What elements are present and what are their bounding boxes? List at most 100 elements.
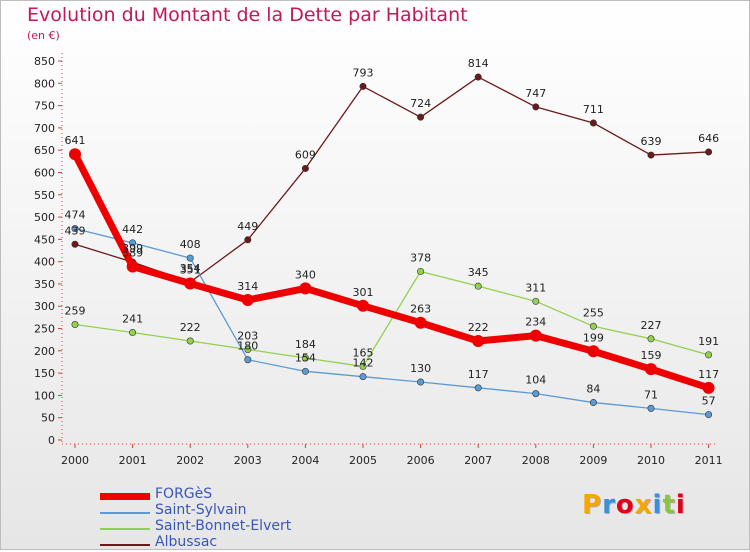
logo-letter: i [675, 490, 686, 520]
legend-swatch [100, 512, 150, 514]
x-tick-label: 2004 [291, 454, 319, 467]
logo-letter: o [615, 490, 635, 520]
data-label: 711 [583, 103, 604, 116]
data-point [71, 321, 79, 329]
data-point [71, 240, 79, 248]
y-tick-label: 350 [34, 278, 55, 291]
data-label: 442 [122, 223, 143, 236]
y-tick-label: 550 [34, 189, 55, 202]
y-tick-label: 750 [34, 100, 55, 113]
data-point [589, 322, 597, 330]
logo-letter: P [582, 490, 603, 520]
data-label: 345 [468, 266, 489, 279]
data-label: 301 [353, 286, 374, 299]
data-label: 165 [353, 346, 374, 359]
y-tick-label: 300 [34, 300, 55, 313]
data-label: 222 [468, 321, 489, 334]
data-point [529, 329, 542, 342]
data-point [359, 373, 367, 381]
data-point [69, 148, 81, 161]
data-point [474, 384, 482, 392]
logo-letter: i [652, 490, 663, 520]
y-tick-label: 150 [34, 367, 55, 380]
data-point [702, 381, 715, 394]
data-point [244, 356, 252, 364]
legend-item: Saint-Sylvain [100, 502, 400, 520]
data-point [472, 335, 485, 348]
legend-label: Saint-Sylvain [155, 502, 247, 518]
y-tick-label: 650 [34, 144, 55, 157]
series-line-0 [71, 152, 710, 392]
data-label: 389 [122, 247, 143, 260]
data-label: 314 [237, 280, 258, 293]
data-label: 241 [122, 313, 143, 326]
legend-item: Albussac [100, 534, 400, 552]
legend-swatch [100, 493, 150, 500]
data-label: 180 [237, 340, 258, 353]
data-point [244, 345, 252, 353]
data-point [359, 82, 367, 90]
data-point [414, 316, 427, 329]
data-point [126, 260, 139, 273]
data-point [647, 335, 655, 343]
data-point [474, 73, 482, 81]
y-tick-label: 0 [48, 434, 55, 447]
y-tick-label: 600 [34, 166, 55, 179]
legend-swatch [100, 528, 150, 530]
data-label: 354 [180, 262, 201, 275]
data-point [647, 404, 655, 412]
data-label: 399 [122, 242, 143, 255]
x-tick-label: 2003 [234, 454, 262, 467]
logo-letter: r [602, 490, 616, 520]
data-label: 227 [641, 319, 662, 332]
data-point [417, 267, 425, 275]
x-tick-label: 2008 [522, 454, 550, 467]
data-point [241, 293, 254, 306]
data-point [301, 367, 309, 375]
legend-item: Saint-Bonnet-Elvert [100, 518, 400, 536]
y-tick-label: 450 [34, 233, 55, 246]
data-point [645, 363, 657, 376]
y-tick-label: 850 [34, 55, 55, 68]
x-tick-label: 2002 [176, 454, 204, 467]
data-label: 340 [295, 268, 316, 281]
data-label: 184 [295, 338, 316, 351]
data-label: 222 [180, 321, 201, 334]
data-label: 646 [698, 132, 719, 145]
data-point [532, 297, 540, 305]
data-point [71, 225, 79, 233]
data-label: 639 [641, 135, 662, 148]
data-point [417, 113, 425, 121]
data-label: 117 [468, 368, 489, 381]
data-point [705, 148, 713, 156]
y-tick-label: 800 [34, 77, 55, 90]
data-point [589, 399, 597, 407]
y-tick-label: 700 [34, 122, 55, 135]
data-label: 57 [702, 395, 716, 408]
x-tick-label: 2009 [579, 454, 607, 467]
data-label: 203 [237, 329, 258, 342]
data-label: 439 [65, 224, 86, 237]
data-label: 747 [525, 87, 546, 100]
data-point [705, 411, 713, 419]
data-label: 351 [180, 263, 201, 276]
data-label: 724 [410, 97, 431, 110]
data-label: 191 [698, 335, 719, 348]
data-point [359, 362, 367, 370]
y-tick-label: 500 [34, 211, 55, 224]
proxiti-logo: Proxiti [582, 490, 686, 520]
data-label: 104 [525, 374, 546, 387]
data-point [129, 329, 137, 337]
y-tick-label: 100 [34, 389, 55, 402]
data-point [129, 239, 137, 247]
data-label: 159 [641, 349, 662, 362]
data-label: 793 [353, 66, 374, 79]
data-point [244, 236, 252, 244]
legend-label: Albussac [155, 534, 218, 550]
data-point [417, 378, 425, 386]
data-point [532, 390, 540, 398]
x-tick-label: 2006 [407, 454, 435, 467]
legend-label: FORGèS [155, 486, 213, 502]
data-point [301, 354, 309, 362]
